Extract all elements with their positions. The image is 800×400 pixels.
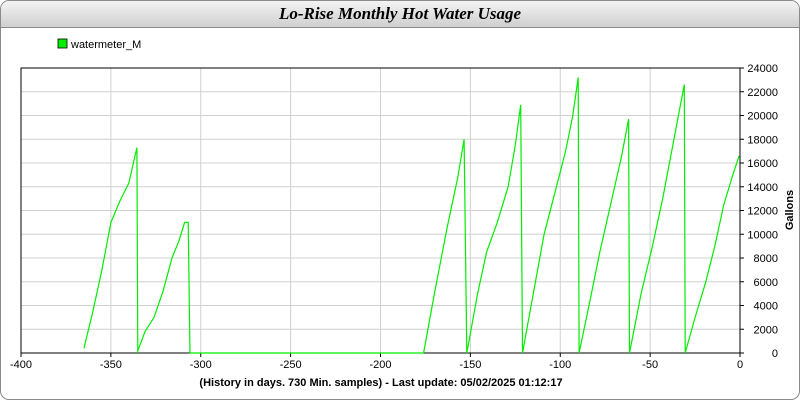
x-tick-label: 0 bbox=[737, 359, 743, 371]
y-tick-label: 4000 bbox=[754, 301, 778, 313]
grid-lines bbox=[20, 67, 741, 354]
y-tick-label: 20000 bbox=[747, 111, 778, 123]
y-axis: 0 2000 4000 6000 8000 10000 12000 14000 16000 180… bbox=[740, 63, 778, 360]
x-tick-label: -150 bbox=[459, 359, 481, 371]
x-axis: -400 -350 -300 -250 -200 -150 -100 -50 0 bbox=[10, 353, 743, 371]
y-tick-label: 6000 bbox=[754, 277, 778, 289]
chart-title: Lo-Rise Monthly Hot Water Usage bbox=[278, 4, 522, 23]
footer-note: (History in days. 730 Min. samples) - La… bbox=[199, 377, 562, 389]
y-tick-label: 16000 bbox=[747, 158, 778, 170]
x-tick-label: -350 bbox=[100, 359, 122, 371]
x-tick-label: -50 bbox=[642, 359, 658, 371]
x-tick-label: -200 bbox=[369, 359, 391, 371]
legend: watermeter_M bbox=[57, 38, 141, 51]
legend-label: watermeter_M bbox=[70, 39, 141, 51]
x-tick-label: -100 bbox=[549, 359, 571, 371]
y-tick-label: 18000 bbox=[747, 134, 778, 146]
y-tick-label: 2000 bbox=[754, 324, 778, 336]
series-lines bbox=[83, 77, 740, 354]
y-tick-label: 14000 bbox=[747, 182, 778, 194]
y-axis-label: Gallons bbox=[784, 190, 796, 230]
y-tick-label: 10000 bbox=[747, 229, 778, 241]
y-tick-label: 8000 bbox=[754, 253, 778, 265]
y-tick-label: 12000 bbox=[747, 206, 778, 218]
y-tick-label: 0 bbox=[772, 348, 778, 360]
x-tick-label: -250 bbox=[280, 359, 302, 371]
x-tick-label: -400 bbox=[10, 359, 32, 371]
title-bar: Lo-Rise Monthly Hot Water Usage bbox=[1, 1, 799, 28]
series-line-watermeter-m bbox=[83, 77, 740, 354]
x-tick-label: -300 bbox=[190, 359, 212, 371]
y-tick-label: 22000 bbox=[747, 87, 778, 99]
y-tick-label: 24000 bbox=[747, 63, 778, 75]
legend-swatch bbox=[57, 38, 68, 49]
